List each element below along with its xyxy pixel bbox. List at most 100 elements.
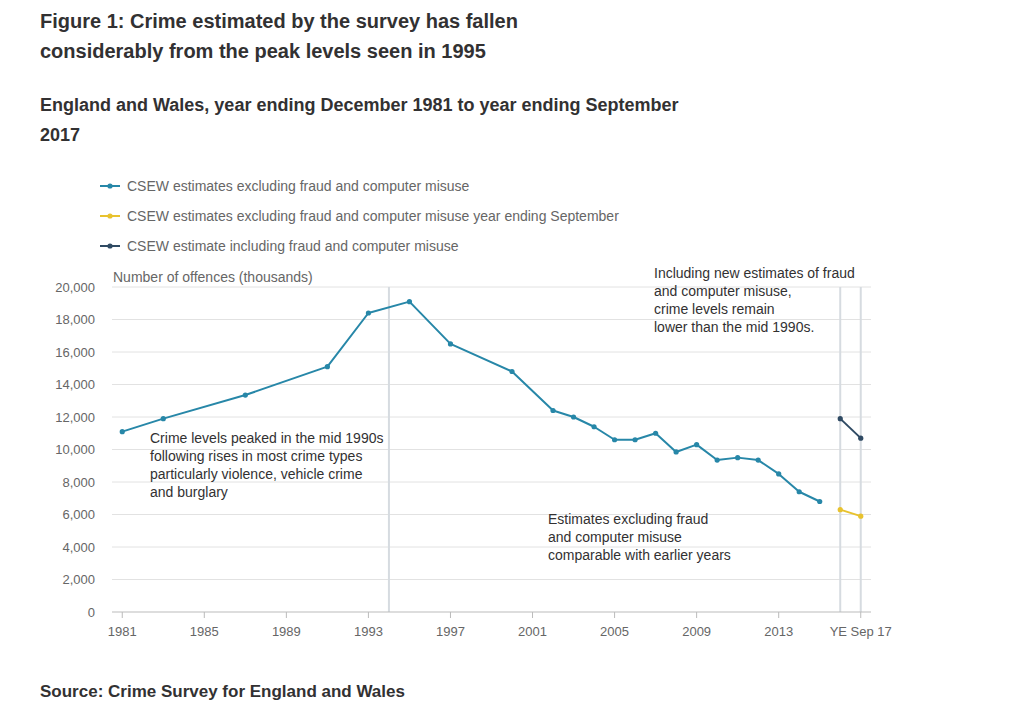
annotation: Crime levels peaked in the mid 1990s foll…: [150, 430, 383, 500]
reference-line: [388, 287, 390, 612]
series-point: [448, 341, 453, 346]
series-point: [838, 507, 843, 512]
x-tick: [204, 612, 205, 618]
x-tick-label: 2013: [764, 624, 793, 639]
legend-marker: [107, 183, 112, 188]
x-tick-label: 2009: [682, 624, 711, 639]
series-point: [407, 299, 412, 304]
series-point: [509, 369, 514, 374]
annotation: Estimates excluding fraud and computer mi…: [548, 511, 731, 563]
x-tick-label: 1989: [272, 624, 301, 639]
y-tick-label: 2,000: [62, 572, 95, 587]
x-tick: [614, 612, 615, 618]
series-point: [694, 442, 699, 447]
x-tick-label: 1985: [190, 624, 219, 639]
source: Source: Crime Survey for England and Wal…: [40, 682, 405, 702]
x-tick: [696, 612, 697, 618]
x-tick-label: 1997: [436, 624, 465, 639]
legend-marker: [107, 213, 112, 218]
x-tick: [286, 612, 287, 618]
annotation-line: comparable with earlier years: [548, 547, 731, 563]
x-axis-line: [112, 612, 871, 613]
y-axis-label: Number of offences (thousands): [113, 269, 313, 285]
series-point: [674, 449, 679, 454]
grid-line: [112, 384, 871, 385]
x-tick: [778, 612, 779, 618]
annotation-line: Including new estimates of fraud: [654, 265, 855, 281]
x-tick: [532, 612, 533, 618]
grid-line: [112, 417, 871, 418]
subtitle: England and Wales, year ending December …: [40, 90, 720, 150]
plot-area: [120, 299, 864, 519]
annotation-line: following rises in most crime types: [150, 448, 362, 464]
series-point: [571, 414, 576, 419]
y-tick-label: 8,000: [62, 475, 95, 490]
annotation-line: lower than the mid 1990s.: [654, 319, 814, 335]
y-tick-label: 0: [88, 605, 95, 620]
y-tick-label: 4,000: [62, 540, 95, 555]
annotation-line: particularly violence, vehicle crime: [150, 466, 363, 482]
series-point: [776, 471, 781, 476]
series-point: [366, 310, 371, 315]
annotation-line: Crime levels peaked in the mid 1990s: [150, 430, 383, 446]
series-line: [840, 510, 861, 517]
annotation-line: and computer misuse: [548, 529, 682, 545]
reference-line: [860, 287, 862, 612]
y-tick-label: 10,000: [55, 442, 95, 457]
chart: 0 2,000 4,000 6,000 8,000 10,000 12,000 14,000 1…: [0, 0, 1022, 723]
series-point: [161, 416, 166, 421]
series-point: [858, 514, 863, 519]
series-point: [591, 424, 596, 429]
x-tick-label: 1981: [108, 624, 137, 639]
y-axis: 0 2,000 4,000 6,000 8,000 10,000 12,000 14,000 1…: [55, 280, 871, 620]
series-line: [840, 419, 861, 439]
grid-line: [112, 352, 871, 353]
x-axis: 1981 1985 1989 1993 1997 2001 2005 2009 2013 YE S…: [108, 612, 892, 639]
series-point: [632, 437, 637, 442]
annotation-line: and burglary: [150, 484, 228, 500]
reference-line: [839, 287, 841, 612]
series-point: [817, 499, 822, 504]
annotation-line: and computer misuse,: [654, 283, 792, 299]
grid-line: [112, 514, 871, 515]
y-tick-label: 20,000: [55, 280, 95, 295]
y-tick-label: 12,000: [55, 410, 95, 425]
series-point: [735, 455, 740, 460]
grid-line: [112, 547, 871, 548]
legend-label: CSEW estimates excluding fraud and compu…: [127, 178, 470, 194]
y-tick-label: 18,000: [55, 312, 95, 327]
series-point: [715, 457, 720, 462]
reference-lines: [389, 287, 861, 612]
x-tick-label: YE Sep 17: [830, 624, 892, 639]
series-line: [122, 302, 819, 502]
x-tick-label: 2001: [518, 624, 547, 639]
series-point: [612, 437, 617, 442]
legend-label: CSEW estimate including fraud and comput…: [127, 238, 459, 254]
series-point: [120, 429, 125, 434]
legend-marker: [107, 243, 112, 248]
x-tick-label: 2005: [600, 624, 629, 639]
series-point: [756, 457, 761, 462]
series-point: [653, 431, 658, 436]
y-tick-label: 14,000: [55, 377, 95, 392]
x-tick: [450, 612, 451, 618]
x-tick: [122, 612, 123, 618]
series-point: [838, 416, 843, 421]
y-tick-label: 16,000: [55, 345, 95, 360]
series-point: [325, 364, 330, 369]
annotation: Including new estimates of fraud and comp…: [654, 265, 855, 335]
series-point: [550, 408, 555, 413]
x-tick: [860, 612, 861, 618]
annotation-line: crime levels remain: [654, 301, 775, 317]
y-tick-label: 6,000: [62, 507, 95, 522]
title: Figure 1: Crime estimated by the survey …: [40, 6, 640, 66]
series-point: [797, 489, 802, 494]
legend-label: CSEW estimates excluding fraud and compu…: [127, 208, 619, 224]
legend: CSEW estimates excluding fraud and compu…: [100, 178, 619, 254]
series-point: [243, 392, 248, 397]
x-tick: [368, 612, 369, 618]
annotation-line: Estimates excluding fraud: [548, 511, 708, 527]
grid-line: [112, 579, 871, 580]
x-tick-label: 1993: [354, 624, 383, 639]
series-point: [858, 436, 863, 441]
